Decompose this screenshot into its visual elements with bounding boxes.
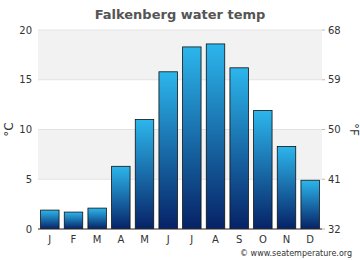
bar xyxy=(112,166,130,229)
x-tick-label: D xyxy=(306,234,314,245)
grid-line xyxy=(38,79,322,80)
x-tick-label: A xyxy=(212,234,219,245)
bar xyxy=(135,120,153,229)
x-axis xyxy=(38,229,322,230)
y2-tick-label: 68 xyxy=(328,25,341,36)
y-tick-label: 15 xyxy=(19,74,32,85)
x-tick-label: A xyxy=(117,234,124,245)
y-tick-label: 10 xyxy=(19,124,32,135)
grid-line xyxy=(38,129,322,130)
y2-tick xyxy=(322,129,325,130)
chart: 0 5 10 15 20 32 41 50 59 68 J F M A M J J A S O N D Falkenberg… xyxy=(0,0,360,260)
y2-tick-label: 50 xyxy=(328,124,341,135)
x-tick-label: F xyxy=(71,234,77,245)
bar xyxy=(64,212,82,229)
x-tick-label: N xyxy=(283,234,290,245)
y2-tick-label: 41 xyxy=(328,174,341,185)
y2-tick xyxy=(322,30,325,31)
y-tick-label: 20 xyxy=(19,25,32,36)
x-tick-label: S xyxy=(236,234,242,245)
grid-line xyxy=(38,229,322,230)
band xyxy=(38,30,322,80)
bar xyxy=(183,47,201,229)
y2-tick xyxy=(322,229,325,230)
bar xyxy=(230,68,248,229)
grid-line xyxy=(38,30,322,31)
x-tick-label: M xyxy=(140,234,149,245)
title: Falkenberg water temp xyxy=(95,7,266,22)
y-tick-label: 0 xyxy=(26,224,32,235)
x-tick-label: J xyxy=(189,234,193,245)
plot-area xyxy=(38,30,322,229)
source-note: © www.seatemperature.org xyxy=(240,249,352,258)
y2-tick-label: 59 xyxy=(328,74,341,85)
bar xyxy=(254,111,272,229)
y2-tick xyxy=(322,79,325,80)
bar xyxy=(88,208,106,229)
bars xyxy=(41,44,320,229)
x-tick-label: J xyxy=(47,234,51,245)
x-tick-label: J xyxy=(166,234,170,245)
bar xyxy=(301,180,319,229)
y2-axis-label: °F xyxy=(347,123,360,136)
y-tick-label: 5 xyxy=(26,174,32,185)
y2-tick-label: 32 xyxy=(328,224,341,235)
bar xyxy=(41,210,59,229)
bar xyxy=(277,146,295,229)
bar xyxy=(159,72,177,229)
x-tick-label: O xyxy=(259,234,267,245)
y-axis-label: °C xyxy=(2,122,16,136)
x-tick-label: M xyxy=(93,234,102,245)
bar xyxy=(206,44,224,229)
y2-tick xyxy=(322,179,325,180)
